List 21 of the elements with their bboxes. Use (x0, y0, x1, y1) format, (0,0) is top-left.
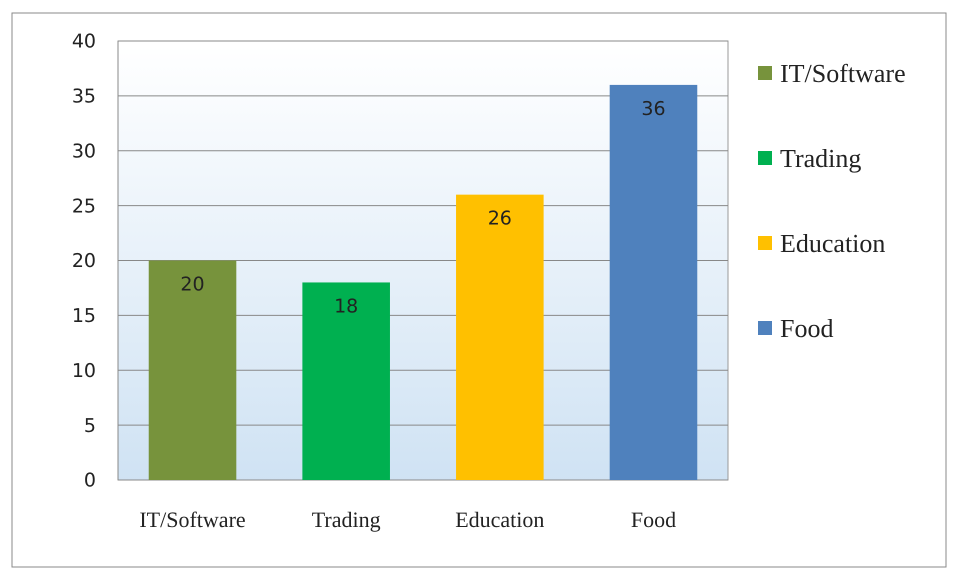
x-tick-label: Education (455, 507, 544, 532)
legend-label: IT/Software (780, 59, 906, 88)
y-tick-label: 30 (72, 140, 96, 162)
x-tick-label: Food (630, 507, 676, 532)
y-tick-label: 0 (84, 470, 96, 492)
data-label: 36 (641, 98, 666, 120)
legend-label: Food (780, 314, 834, 344)
y-tick-label: 5 (84, 414, 96, 437)
y-tick-label: 20 (72, 250, 96, 272)
x-tick-label: Trading (312, 507, 381, 532)
y-tick-label: 25 (72, 195, 96, 218)
y-tick-label: 35 (72, 86, 96, 108)
x-tick-label: IT/Software (139, 507, 246, 532)
y-tick-label: 15 (72, 305, 96, 328)
legend-label: Education (780, 229, 886, 258)
y-tick-label: 10 (72, 360, 96, 382)
legend-label: Trading (780, 144, 862, 174)
data-label: 18 (334, 295, 358, 318)
data-label: 20 (180, 274, 205, 296)
y-tick-label: 40 (72, 30, 96, 53)
data-label: 26 (488, 208, 512, 230)
